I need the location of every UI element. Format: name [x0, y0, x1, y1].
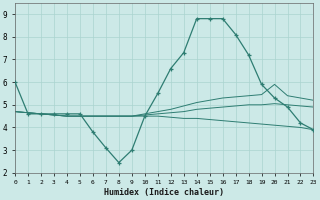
X-axis label: Humidex (Indice chaleur): Humidex (Indice chaleur) — [104, 188, 224, 197]
